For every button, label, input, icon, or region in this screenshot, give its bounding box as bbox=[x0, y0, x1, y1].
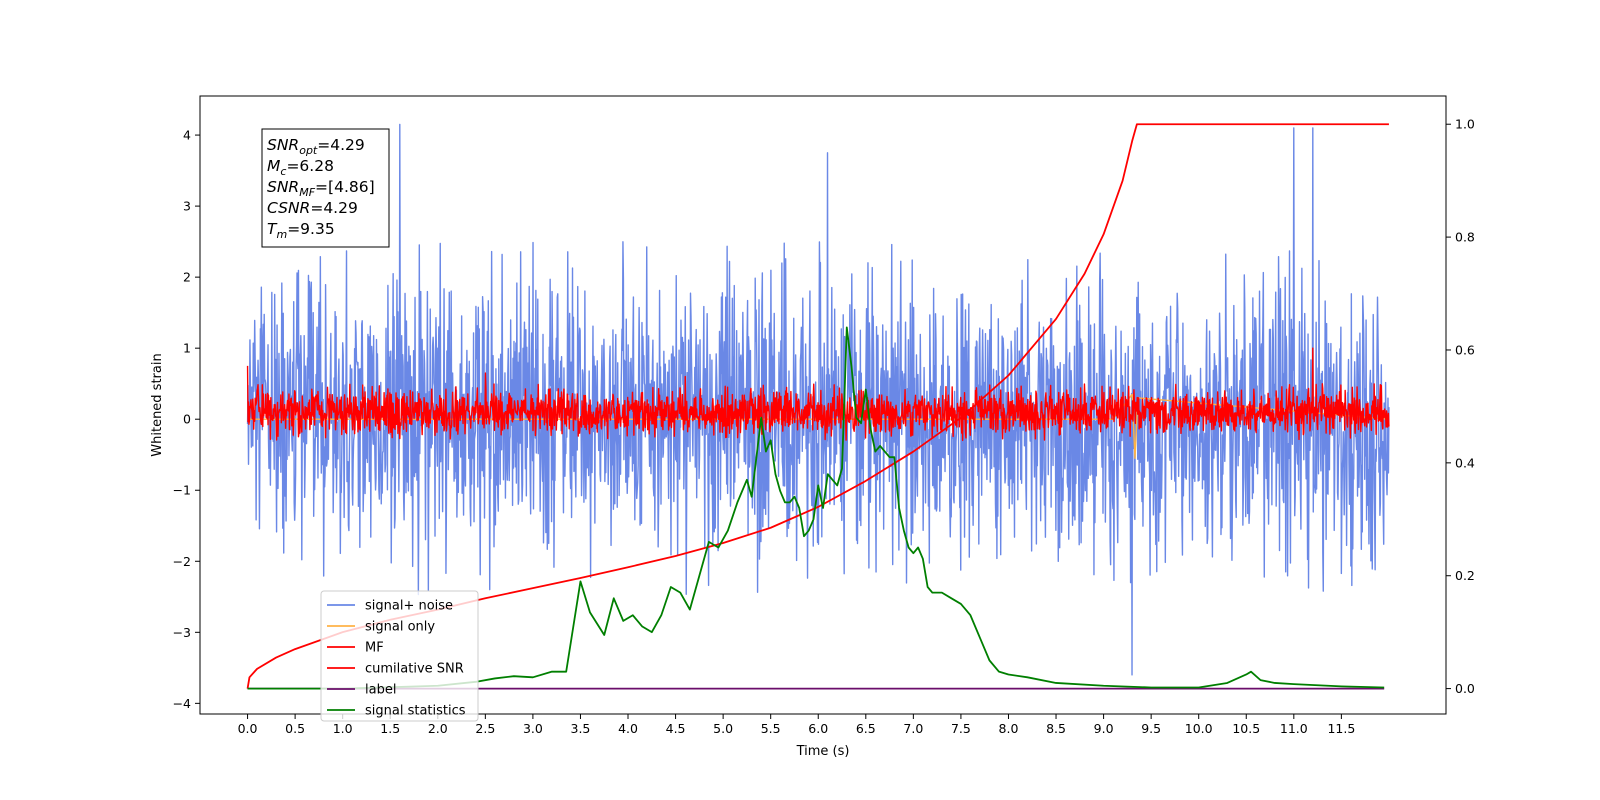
x-tick-label: 7.5 bbox=[951, 721, 971, 736]
x-tick-label: 3.0 bbox=[523, 721, 543, 736]
x-axis-label: Time (s) bbox=[796, 744, 850, 759]
annotation-value: =9.35 bbox=[287, 220, 335, 238]
x-tick-label: 10.0 bbox=[1185, 721, 1213, 736]
y2-tick-label: 1.0 bbox=[1455, 117, 1475, 132]
annotation-symbol: CSNR bbox=[267, 199, 310, 217]
x-tick-label: 10.5 bbox=[1232, 721, 1260, 736]
legend-entry: signal+ noise bbox=[365, 599, 453, 614]
y-tick-label: 1 bbox=[183, 341, 191, 356]
x-tick-label: 4.5 bbox=[666, 721, 686, 736]
x-tick-label: 2.5 bbox=[475, 721, 495, 736]
x-tick-label: 9.0 bbox=[1094, 721, 1114, 736]
y-tick-label: 0 bbox=[183, 412, 191, 427]
x-tick-label: 6.0 bbox=[808, 721, 828, 736]
y2-tick-label: 0.8 bbox=[1455, 230, 1475, 245]
series-signal-statistics bbox=[247, 326, 1385, 690]
legend-entry: cumilative SNR bbox=[365, 662, 464, 677]
y-axis-label: Whitened strain bbox=[150, 353, 165, 456]
x-tick-label: 5.5 bbox=[761, 721, 781, 736]
x-tick-label: 0.0 bbox=[238, 721, 258, 736]
x-tick-label: 7.0 bbox=[903, 721, 923, 736]
x-tick-label: 11.0 bbox=[1280, 721, 1308, 736]
x-tick-label: 11.5 bbox=[1327, 721, 1355, 736]
x-tick-label: 6.5 bbox=[856, 721, 876, 736]
x-tick-label: 8.5 bbox=[1046, 721, 1066, 736]
y2-tick-label: 0.0 bbox=[1455, 681, 1475, 696]
y2-tick-label: 0.4 bbox=[1455, 455, 1475, 470]
annotation-value: =4.29 bbox=[317, 136, 365, 154]
legend-entry: MF bbox=[365, 641, 384, 656]
y2-tick-label: 0.6 bbox=[1455, 342, 1475, 357]
legend-entry: signal statistics bbox=[365, 704, 466, 719]
series-mf bbox=[246, 347, 1390, 442]
y2-tick-label: 0.2 bbox=[1455, 568, 1475, 583]
legend-entry: signal only bbox=[365, 620, 435, 635]
annotation-symbol: M bbox=[267, 157, 280, 175]
annotation-symbol: SNR bbox=[267, 136, 299, 154]
annotation-value: =4.29 bbox=[310, 199, 358, 217]
legend-entry: label bbox=[365, 683, 396, 698]
annotation-line: Tm=9.35 bbox=[267, 220, 335, 241]
y-tick-label: −1 bbox=[173, 483, 191, 498]
series-signal-noise bbox=[246, 123, 1390, 676]
x-tick-label: 5.0 bbox=[713, 721, 733, 736]
x-tick-label: 3.5 bbox=[571, 721, 591, 736]
y-tick-label: −2 bbox=[173, 554, 191, 569]
axes-layer: 0.0 0.5 1.0 1.5 2.0 2.5 3.0 3.5 4.0 4.5 5.0 5.5 6.0 6… bbox=[173, 117, 1475, 736]
x-tick-label: 0.5 bbox=[285, 721, 305, 736]
annotation-subscript: m bbox=[276, 228, 287, 241]
annotation-frame bbox=[261, 128, 390, 248]
annotation-subscript: c bbox=[280, 165, 286, 178]
x-tick-label: 4.0 bbox=[618, 721, 638, 736]
annotation-subscript: MF bbox=[299, 186, 315, 199]
legend-frame bbox=[320, 590, 479, 722]
annotation-symbol: SNR bbox=[267, 178, 299, 196]
annotation-line: SNRMF=[4.86] bbox=[267, 178, 375, 199]
x-tick-label: 8.0 bbox=[999, 721, 1019, 736]
y-tick-label: 4 bbox=[183, 128, 191, 143]
annotation-line: CSNR=4.29 bbox=[267, 199, 358, 217]
y-tick-label: 2 bbox=[183, 270, 191, 285]
x-tick-label: 1.5 bbox=[380, 721, 400, 736]
annotation-value: =6.28 bbox=[286, 157, 334, 175]
stats-annotation-box: SNRopt=4.29Mc=6.28SNRMF=[4.86]CSNR=4.29T… bbox=[261, 128, 390, 248]
x-tick-label: 2.0 bbox=[428, 721, 448, 736]
annotation-value: =[4.86] bbox=[315, 178, 375, 196]
y-tick-label: −3 bbox=[173, 625, 191, 640]
x-tick-label: 1.0 bbox=[333, 721, 353, 736]
legend: signal+ noise signal only MF cumilative SNR… bbox=[320, 590, 479, 722]
y-tick-label: 3 bbox=[183, 199, 191, 214]
annotation-line: Mc=6.28 bbox=[267, 157, 334, 178]
y-tick-label: −4 bbox=[173, 696, 191, 711]
annotation-symbol: T bbox=[267, 220, 278, 238]
plot-frame bbox=[199, 95, 1447, 715]
annotation-subscript: opt bbox=[299, 144, 318, 157]
annotation-line: SNRopt=4.29 bbox=[267, 136, 365, 157]
x-tick-label: 9.5 bbox=[1141, 721, 1161, 736]
